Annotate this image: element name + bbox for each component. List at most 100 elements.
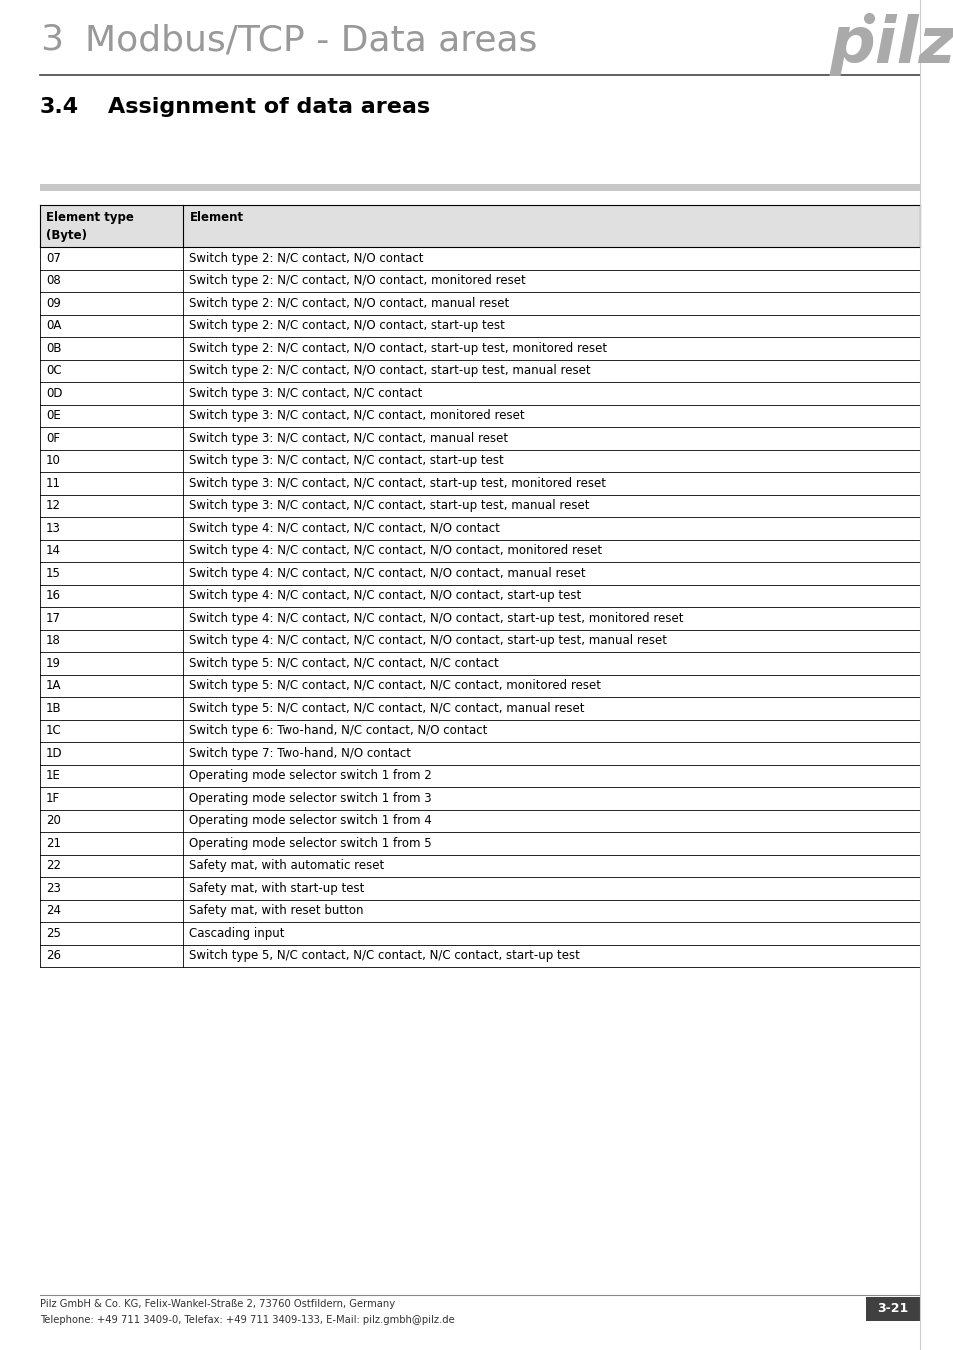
Text: Modbus/TCP - Data areas: Modbus/TCP - Data areas xyxy=(85,23,537,57)
Text: Switch type 7: Two-hand, N/O contact: Switch type 7: Two-hand, N/O contact xyxy=(190,747,411,760)
Text: Operating mode selector switch 1 from 4: Operating mode selector switch 1 from 4 xyxy=(190,814,432,828)
Text: 0B: 0B xyxy=(46,342,61,355)
Text: Switch type 5: N/C contact, N/C contact, N/C contact, manual reset: Switch type 5: N/C contact, N/C contact,… xyxy=(190,702,584,714)
Bar xyxy=(40,184,919,190)
Text: 1B: 1B xyxy=(46,702,62,714)
Text: 0C: 0C xyxy=(46,364,62,377)
Bar xyxy=(40,382,919,405)
Text: Operating mode selector switch 1 from 2: Operating mode selector switch 1 from 2 xyxy=(190,769,432,782)
Text: 1E: 1E xyxy=(46,769,61,782)
Text: Switch type 4: N/C contact, N/C contact, N/O contact, start-up test: Switch type 4: N/C contact, N/C contact,… xyxy=(190,589,581,602)
Bar xyxy=(40,540,919,562)
Text: 3.4: 3.4 xyxy=(40,97,79,117)
Text: Switch type 4: N/C contact, N/C contact, N/O contact, start-up test, manual rese: Switch type 4: N/C contact, N/C contact,… xyxy=(190,634,667,647)
Bar xyxy=(40,899,919,922)
Text: 3: 3 xyxy=(40,23,63,57)
Text: Cascading input: Cascading input xyxy=(190,926,285,940)
Text: Switch type 5: N/C contact, N/C contact, N/C contact, monitored reset: Switch type 5: N/C contact, N/C contact,… xyxy=(190,679,600,693)
Text: Switch type 6: Two-hand, N/C contact, N/O contact: Switch type 6: Two-hand, N/C contact, N/… xyxy=(190,724,487,737)
Text: 21: 21 xyxy=(46,837,61,849)
Text: Switch type 5: N/C contact, N/C contact, N/C contact: Switch type 5: N/C contact, N/C contact,… xyxy=(190,656,498,670)
Text: Switch type 3: N/C contact, N/C contact, start-up test: Switch type 3: N/C contact, N/C contact,… xyxy=(190,454,504,467)
Bar xyxy=(40,562,919,585)
Bar xyxy=(40,292,919,315)
Text: 19: 19 xyxy=(46,656,61,670)
Text: 15: 15 xyxy=(46,567,61,579)
Text: 09: 09 xyxy=(46,297,61,309)
Text: 12: 12 xyxy=(46,500,61,512)
Text: 1C: 1C xyxy=(46,724,62,737)
Text: Switch type 2: N/C contact, N/O contact, manual reset: Switch type 2: N/C contact, N/O contact,… xyxy=(190,297,509,309)
Text: 1D: 1D xyxy=(46,747,63,760)
Text: 10: 10 xyxy=(46,454,61,467)
Text: 11: 11 xyxy=(46,477,61,490)
Text: Switch type 4: N/C contact, N/C contact, N/O contact: Switch type 4: N/C contact, N/C contact,… xyxy=(190,521,499,535)
Text: 17: 17 xyxy=(46,612,61,625)
Text: 3-21: 3-21 xyxy=(877,1303,907,1315)
Bar xyxy=(40,270,919,292)
Bar xyxy=(40,205,919,247)
Text: Operating mode selector switch 1 from 3: Operating mode selector switch 1 from 3 xyxy=(190,791,432,805)
Text: Switch type 3: N/C contact, N/C contact, monitored reset: Switch type 3: N/C contact, N/C contact,… xyxy=(190,409,524,423)
Text: Safety mat, with automatic reset: Safety mat, with automatic reset xyxy=(190,859,384,872)
Text: 26: 26 xyxy=(46,949,61,963)
Text: Switch type 4: N/C contact, N/C contact, N/O contact, monitored reset: Switch type 4: N/C contact, N/C contact,… xyxy=(190,544,602,558)
Text: pilz: pilz xyxy=(829,14,953,76)
Bar xyxy=(40,787,919,810)
Text: 0F: 0F xyxy=(46,432,60,444)
Text: 18: 18 xyxy=(46,634,61,647)
Bar xyxy=(40,472,919,494)
Text: Switch type 2: N/C contact, N/O contact, monitored reset: Switch type 2: N/C contact, N/O contact,… xyxy=(190,274,526,288)
Text: 13: 13 xyxy=(46,521,61,535)
Bar xyxy=(40,247,919,270)
Text: Switch type 3: N/C contact, N/C contact, manual reset: Switch type 3: N/C contact, N/C contact,… xyxy=(190,432,508,444)
Bar xyxy=(40,608,919,629)
Bar xyxy=(40,652,919,675)
Bar xyxy=(40,359,919,382)
Bar xyxy=(40,675,919,697)
Text: 07: 07 xyxy=(46,251,61,265)
Bar xyxy=(40,315,919,338)
Bar xyxy=(40,405,919,427)
Bar xyxy=(40,338,919,359)
Bar xyxy=(40,743,919,764)
Text: 25: 25 xyxy=(46,926,61,940)
Bar xyxy=(40,517,919,540)
Text: 24: 24 xyxy=(46,904,61,917)
Text: 0A: 0A xyxy=(46,319,61,332)
Text: 1A: 1A xyxy=(46,679,61,693)
Text: 08: 08 xyxy=(46,274,61,288)
Bar xyxy=(40,720,919,743)
Text: Safety mat, with reset button: Safety mat, with reset button xyxy=(190,904,363,917)
Text: Pilz GmbH & Co. KG, Felix-Wankel-Straße 2, 73760 Ostfildern, Germany
Telephone: : Pilz GmbH & Co. KG, Felix-Wankel-Straße … xyxy=(40,1299,455,1324)
Bar xyxy=(40,855,919,878)
Text: Operating mode selector switch 1 from 5: Operating mode selector switch 1 from 5 xyxy=(190,837,432,849)
Text: Element: Element xyxy=(190,211,243,224)
Bar xyxy=(865,1297,919,1322)
Text: Switch type 4: N/C contact, N/C contact, N/O contact, manual reset: Switch type 4: N/C contact, N/C contact,… xyxy=(190,567,585,579)
Bar xyxy=(40,427,919,450)
Text: Switch type 3: N/C contact, N/C contact, start-up test, manual reset: Switch type 3: N/C contact, N/C contact,… xyxy=(190,500,589,512)
Bar xyxy=(40,878,919,899)
Text: Element type
(Byte): Element type (Byte) xyxy=(46,211,133,242)
Bar xyxy=(40,764,919,787)
Text: Switch type 2: N/C contact, N/O contact, start-up test, monitored reset: Switch type 2: N/C contact, N/O contact,… xyxy=(190,342,607,355)
Text: 20: 20 xyxy=(46,814,61,828)
Bar xyxy=(40,585,919,608)
Text: 1F: 1F xyxy=(46,791,60,805)
Bar xyxy=(40,832,919,855)
Text: 16: 16 xyxy=(46,589,61,602)
Text: 22: 22 xyxy=(46,859,61,872)
Bar xyxy=(40,810,919,832)
Bar xyxy=(40,922,919,945)
Bar xyxy=(40,629,919,652)
Bar xyxy=(40,945,919,967)
Bar xyxy=(40,450,919,472)
Text: Switch type 3: N/C contact, N/C contact, start-up test, monitored reset: Switch type 3: N/C contact, N/C contact,… xyxy=(190,477,606,490)
Text: Assignment of data areas: Assignment of data areas xyxy=(108,97,430,117)
Text: Switch type 5, N/C contact, N/C contact, N/C contact, start-up test: Switch type 5, N/C contact, N/C contact,… xyxy=(190,949,579,963)
Bar xyxy=(40,494,919,517)
Text: 0E: 0E xyxy=(46,409,61,423)
Text: 14: 14 xyxy=(46,544,61,558)
Text: 23: 23 xyxy=(46,882,61,895)
